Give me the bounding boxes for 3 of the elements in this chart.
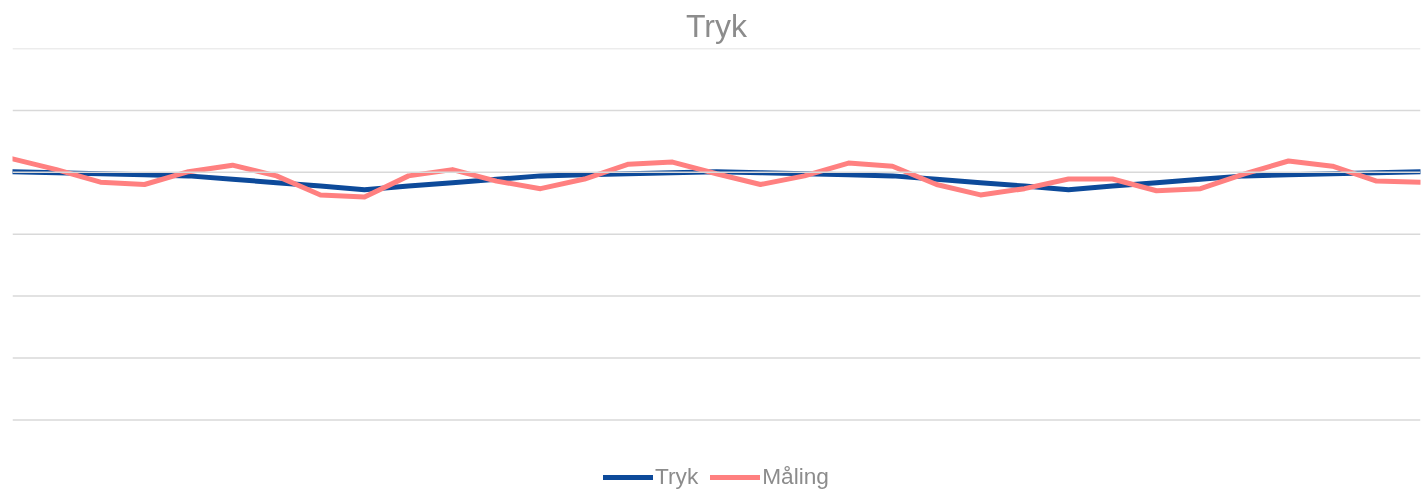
legend-label: Måling <box>762 463 829 490</box>
legend-label: Tryk <box>655 463 699 490</box>
chart-title: Tryk <box>685 7 749 44</box>
